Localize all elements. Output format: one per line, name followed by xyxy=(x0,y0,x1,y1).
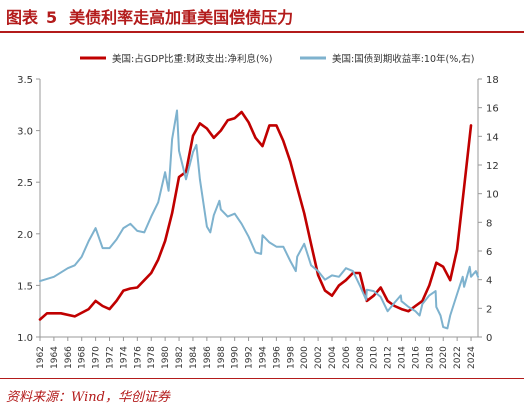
figure-title-text: 美债利率走高加重美国偿债压力 xyxy=(69,8,294,27)
x-tick-label: 1994 xyxy=(258,346,268,369)
x-tick-label: 2022 xyxy=(453,346,463,369)
x-tick-label: 2014 xyxy=(398,346,408,369)
x-tick-label: 2012 xyxy=(384,346,394,369)
y-right-tick-label: 4 xyxy=(486,276,492,287)
x-tick-label: 1996 xyxy=(272,346,282,369)
x-tick-label: 1964 xyxy=(50,346,60,369)
x-tick-label: 2000 xyxy=(300,346,310,369)
x-tick-label: 2002 xyxy=(314,346,324,369)
y-left-tick-label: 2.5 xyxy=(17,178,33,189)
series-line-1 xyxy=(38,110,473,321)
x-tick-label: 1974 xyxy=(119,346,129,369)
figure-label: 图表 xyxy=(6,8,39,27)
y-right-tick-label: 18 xyxy=(486,75,499,86)
x-tick-label: 2006 xyxy=(342,346,352,369)
x-tick-label: 2024 xyxy=(467,346,477,369)
x-tick-label: 1982 xyxy=(175,346,185,369)
x-tick-label: 2020 xyxy=(439,346,449,369)
x-tick-label: 2010 xyxy=(370,346,380,369)
line-chart: 1.0 1.5 2.0 2.5 3.0 3.5 0 2 4 6 8 10 12 14 16 18 1962 196… xyxy=(17,53,499,369)
y-left-tick-label: 3.5 xyxy=(17,75,33,86)
x-tick-label: 1966 xyxy=(64,346,74,369)
legend-label-1: 美国:占GDP比重:财政支出:净利息(%) xyxy=(112,53,272,65)
x-tick-label: 1990 xyxy=(231,346,241,369)
y-left-tick-label: 1.0 xyxy=(17,333,33,344)
y-left-tick-label: 1.5 xyxy=(17,281,33,292)
x-tick-label: 2016 xyxy=(411,346,421,369)
x-tick-label: 1984 xyxy=(189,346,199,369)
x-tick-label: 1988 xyxy=(217,346,227,369)
x-tick-label: 1978 xyxy=(147,346,157,369)
x-tick-label: 1972 xyxy=(106,346,116,369)
x-tick-label: 2018 xyxy=(425,346,435,369)
x-tick-label: 1976 xyxy=(133,346,143,369)
y-right-tick-label: 6 xyxy=(486,247,492,258)
y-left-tick-label: 2.0 xyxy=(17,230,33,241)
figure-number: 5 xyxy=(46,8,58,27)
legend-label-2: 美国:国债到期收益率:10年(%,右) xyxy=(332,53,474,65)
x-tick-label: 1962 xyxy=(36,346,46,369)
x-tick-label: 1998 xyxy=(286,346,296,369)
y-right-tick-label: 12 xyxy=(486,161,499,172)
x-tick-label: 1986 xyxy=(203,346,213,369)
y-right-tick-label: 16 xyxy=(486,104,499,115)
y-right-tick-label: 8 xyxy=(486,218,492,229)
y-right-tick-label: 14 xyxy=(486,132,499,143)
y-right-tick-label: 2 xyxy=(486,304,492,315)
y-left-tick-label: 3.0 xyxy=(17,127,33,138)
source-divider xyxy=(0,378,524,379)
x-tick-label: 2004 xyxy=(328,346,338,369)
y-right-tick-label: 10 xyxy=(486,190,499,201)
chart-title: 图表 5 美债利率走高加重美国偿债压力 xyxy=(6,4,293,28)
x-tick-label: 1968 xyxy=(78,346,88,369)
x-tick-label: 1992 xyxy=(245,346,255,369)
x-tick-label: 1980 xyxy=(161,346,171,369)
x-tick-label: 2008 xyxy=(356,346,366,369)
source-note: 资料来源：Wind，华创证券 xyxy=(6,390,170,405)
title-underline xyxy=(0,31,524,33)
x-tick-label: 1970 xyxy=(92,346,102,369)
y-right-tick-label: 0 xyxy=(486,333,492,344)
series-line-2 xyxy=(39,109,479,330)
